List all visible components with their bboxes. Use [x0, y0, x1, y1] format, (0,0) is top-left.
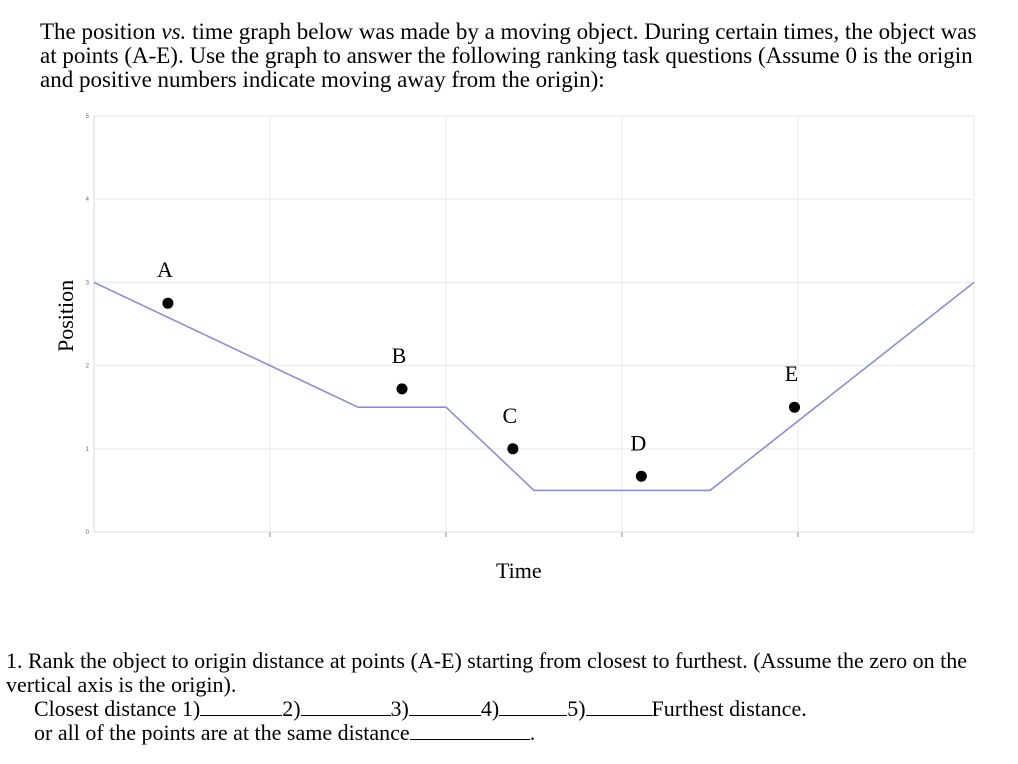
point-label-e: E: [785, 361, 798, 386]
answer-blank-4[interactable]: [499, 699, 568, 716]
rank-5-label: 5): [567, 696, 586, 721]
ranking-answer-line: Closest distance 1) 2) 3) 4) 5) Furthest dist…: [6, 697, 1006, 721]
rank-3-label: 3): [390, 696, 409, 721]
intro-vs: vs.: [161, 19, 187, 44]
position-line: [93, 281, 975, 492]
point-e: [788, 401, 800, 413]
y-tick-label: 5: [86, 114, 90, 120]
answer-blank-2[interactable]: [300, 699, 391, 716]
y-tick-label: 3: [86, 280, 90, 286]
period: .: [529, 720, 536, 745]
furthest-label: Furthest distance.: [651, 696, 807, 721]
question-block: 1. Rank the object to origin distance at…: [6, 649, 1006, 745]
x-axis-label: Time: [496, 558, 542, 583]
same-distance-line: or all of the points are at the same dis…: [6, 721, 1006, 745]
y-tick-label: 2: [86, 364, 90, 370]
closest-label: Closest distance 1): [34, 696, 201, 721]
position-time-chart: 0 1 2 3 4 5 A B C D E: [86, 114, 975, 537]
y-tick-label: 1: [86, 447, 90, 453]
question-text: 1. Rank the object to origin distance at…: [6, 648, 968, 697]
plot-area: [93, 115, 975, 533]
answer-blank-same[interactable]: [409, 723, 530, 740]
point-label-a: A: [157, 257, 173, 282]
rank-2-label: 2): [282, 696, 301, 721]
point-c: [507, 443, 519, 455]
point-d: [635, 470, 647, 482]
answer-blank-5[interactable]: [585, 699, 652, 716]
point-label-b: B: [392, 343, 407, 368]
answer-blank-1[interactable]: [200, 699, 283, 716]
rank-4-label: 4): [480, 696, 500, 721]
intro-text-1: The position: [40, 19, 162, 44]
point-a: [162, 297, 174, 309]
intro-text-2: time graph below was made by a moving ob…: [40, 19, 977, 92]
y-tick-label: 0: [86, 530, 90, 536]
same-distance-label: or all of the points are at the same dis…: [34, 720, 410, 745]
answer-blank-3[interactable]: [408, 699, 481, 716]
point-label-c: C: [503, 403, 518, 428]
y-tick-label: 4: [86, 197, 90, 203]
point-b: [396, 383, 408, 395]
y-axis-label: Position: [53, 279, 78, 352]
point-label-d: D: [630, 430, 646, 455]
intro-paragraph: The position vs. time graph below was ma…: [40, 20, 980, 92]
